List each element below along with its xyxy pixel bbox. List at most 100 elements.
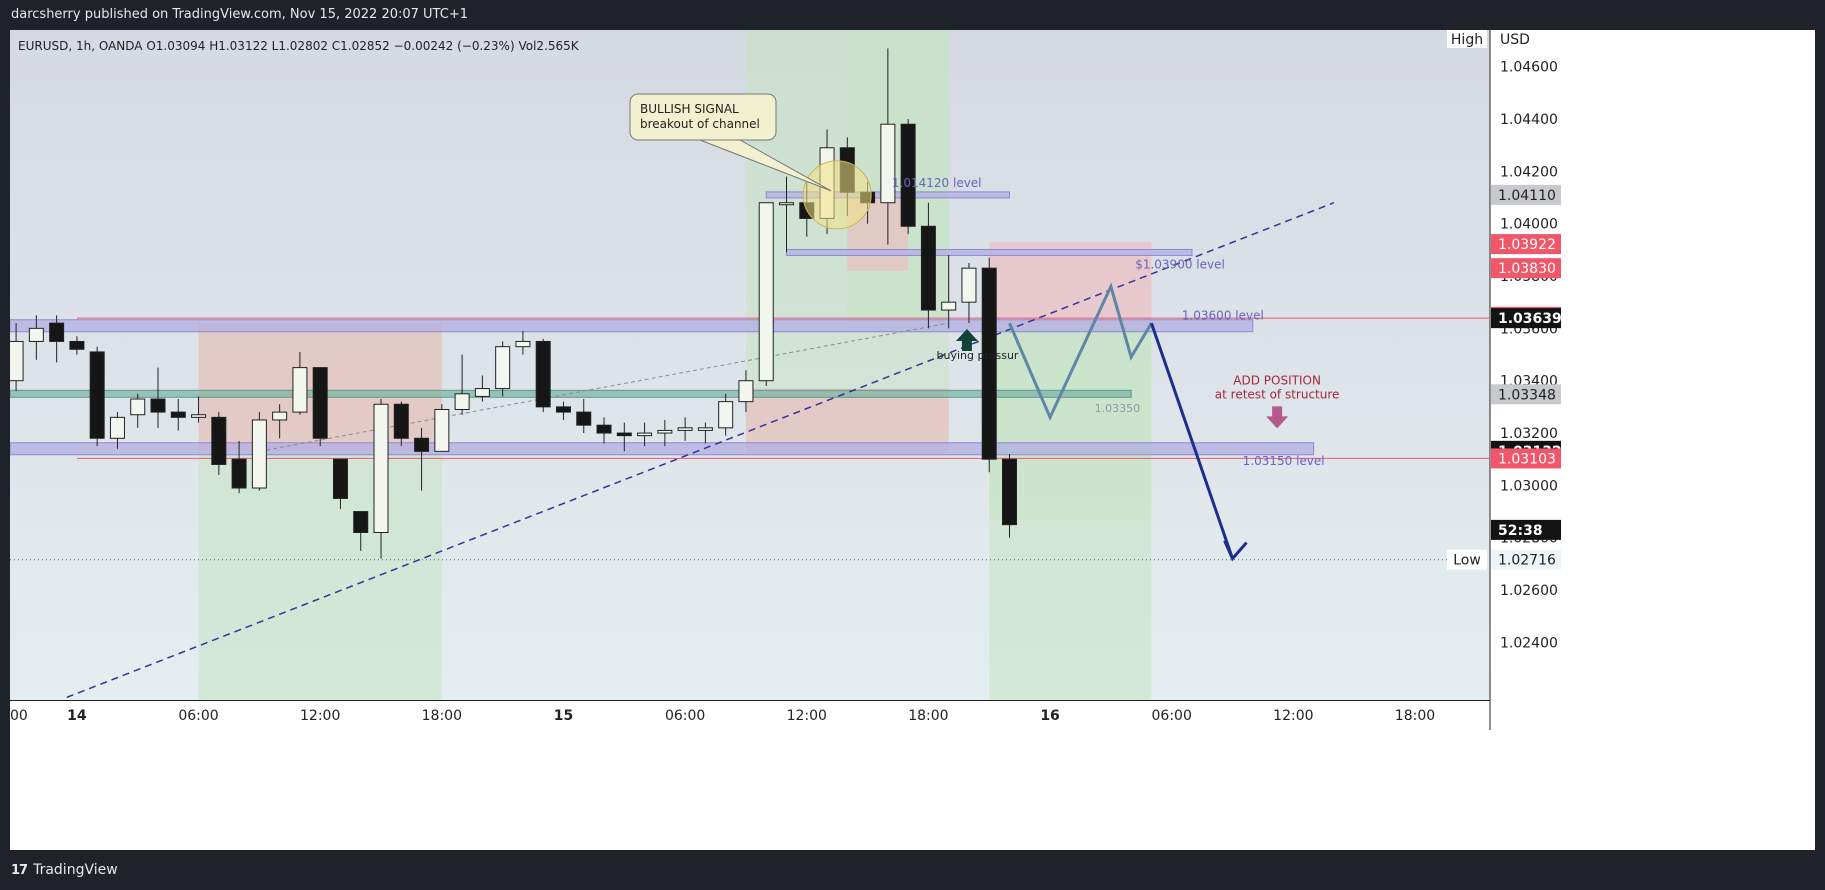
candle	[981, 267, 997, 460]
level-label-5: 1.03150 level	[1243, 454, 1325, 468]
candle	[596, 424, 612, 434]
y-tick-label: 1.02600	[1500, 583, 1558, 599]
price-badge-bg	[1491, 549, 1561, 570]
candle	[454, 393, 470, 410]
candle	[616, 432, 632, 437]
publisher-line: darcsherry published on TradingView.com,…	[11, 7, 468, 22]
price-badge: 1.03103	[1498, 451, 1556, 467]
y-tick-label: 1.02400	[1500, 635, 1558, 651]
level-label-3: 1.03600 level	[1182, 309, 1264, 323]
x-tick-label: 14	[67, 708, 87, 724]
symbol-legend: EURUSD, 1h, OANDA O1.03094 H1.03122 L1.0…	[18, 39, 580, 53]
candle	[657, 429, 673, 434]
x-tick-label: 18:00	[908, 708, 948, 724]
x-tick-label: 18:00	[422, 708, 462, 724]
candle	[535, 340, 551, 408]
candle	[312, 367, 328, 439]
brand[interactable]: 17 TradingView	[11, 862, 118, 878]
callout-subtitle: breakout of channel	[640, 117, 760, 131]
candle	[778, 202, 794, 206]
candle	[251, 419, 267, 489]
level-label-2: $1.03900 level	[1135, 257, 1225, 271]
y-tick-label: 1.04200	[1500, 164, 1558, 180]
price-badge-bg	[1491, 234, 1561, 255]
band-purple-4	[785, 248, 1193, 256]
low-tag-bg	[1447, 549, 1487, 570]
price-badge: 52:38	[1498, 523, 1543, 539]
level-label-4: 1.03350	[1095, 402, 1141, 415]
candle	[576, 411, 592, 426]
price-badge: 1.03830	[1498, 261, 1556, 277]
bottom-bar: 17 TradingView	[0, 850, 1825, 890]
candle	[677, 427, 693, 431]
x-tick-label: 12:00	[787, 708, 827, 724]
x-tick-label: 15	[554, 708, 573, 724]
candle	[150, 398, 166, 413]
high-tag-bg	[1447, 30, 1487, 48]
candle	[49, 322, 65, 342]
price-badge: 1.03639	[1498, 311, 1562, 327]
candle	[373, 403, 389, 533]
time-axis-background	[10, 700, 1490, 730]
candle	[170, 411, 186, 418]
projection-arrowhead	[1223, 540, 1248, 562]
price-badge-bg	[1491, 448, 1561, 469]
y-tick-label: 1.03200	[1500, 426, 1558, 442]
x-tick-label: 12:00	[1273, 708, 1313, 724]
candle	[758, 202, 774, 382]
candle	[718, 401, 734, 429]
candle	[28, 327, 44, 342]
level-label-1: 1.014120 level	[892, 176, 982, 190]
candle	[900, 123, 916, 227]
high-tag: High	[1451, 32, 1483, 48]
price-badge: 1.04110	[1498, 188, 1556, 204]
candle	[495, 346, 511, 390]
price-badge-bg	[1491, 384, 1561, 405]
buying-pressure-arrow-icon	[955, 328, 978, 351]
projection-arrow	[1150, 322, 1234, 560]
x-tick-label: 18:00	[1395, 708, 1435, 724]
candle	[1002, 458, 1018, 526]
y-tick-label: 1.04400	[1500, 112, 1558, 128]
callout-box	[629, 93, 777, 141]
price-badge: 1.03922	[1498, 237, 1556, 253]
low-tag: Low	[1453, 553, 1481, 569]
add-position-arrow-icon	[1266, 406, 1289, 429]
currency-label: USD	[1500, 32, 1530, 48]
price-badge-bg	[1491, 519, 1561, 540]
band-purple-1	[10, 442, 1315, 456]
candle	[353, 511, 369, 533]
x-tick-label: 06:00	[665, 708, 705, 724]
add-position-label: ADD POSITION	[1233, 373, 1321, 387]
callout-title: BULLISH SIGNAL	[640, 102, 739, 116]
y-tick-label: 1.03000	[1500, 478, 1558, 494]
price-badge: 1.03348	[1498, 387, 1556, 403]
buying-pressure-label: buying pressur	[936, 349, 1018, 362]
x-tick-label: 00	[10, 708, 28, 724]
candle	[332, 458, 348, 499]
add-position-sublabel: at retest of structure	[1215, 387, 1340, 401]
top-bar: darcsherry published on TradingView.com,…	[0, 0, 1825, 30]
candle	[941, 301, 957, 311]
candle	[414, 437, 430, 452]
candle	[393, 403, 409, 439]
price-badge-bg	[1491, 184, 1561, 205]
candle	[89, 351, 105, 439]
chart-frame: BULLISH SIGNAL breakout of channel 1.01412…	[10, 30, 1815, 850]
candle	[272, 411, 288, 421]
candle	[880, 123, 896, 204]
candle	[211, 416, 227, 465]
x-tick-label: 06:00	[178, 708, 218, 724]
y-tick-label: 1.04000	[1500, 217, 1558, 233]
candle	[474, 388, 490, 397]
candle	[637, 432, 653, 437]
x-tick-label: 06:00	[1152, 708, 1192, 724]
candle	[231, 458, 247, 489]
trend-line	[66, 202, 1335, 699]
projection-zigzag	[1008, 282, 1153, 422]
x-tick-label: 12:00	[300, 708, 340, 724]
candle	[292, 367, 308, 413]
price-badge-bg	[1491, 308, 1561, 329]
price-axis-background	[1490, 30, 1815, 730]
